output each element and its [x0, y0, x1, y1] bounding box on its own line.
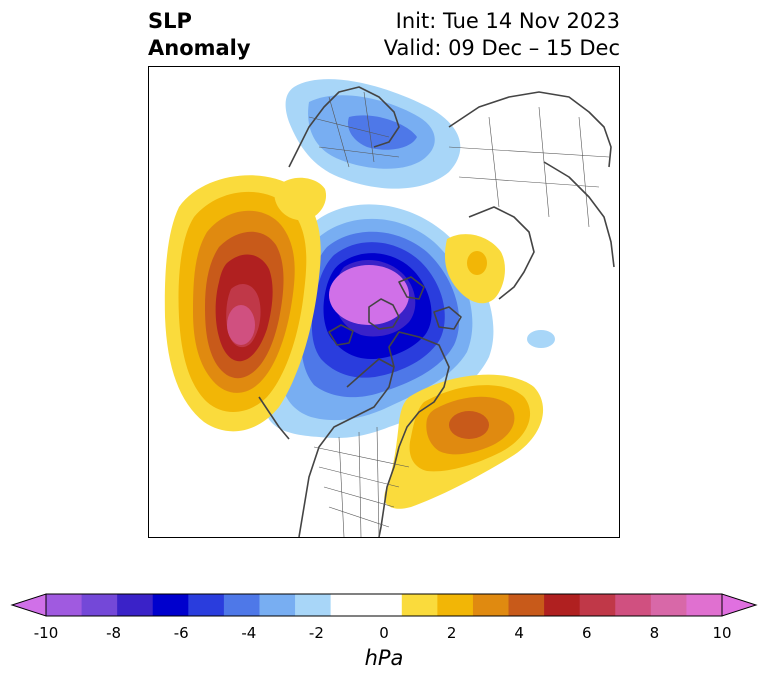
- colorbar-tick-label: -6: [173, 624, 189, 642]
- polar-negative-anomaly: [264, 204, 494, 438]
- eurasia-negative-anomaly: [285, 79, 461, 189]
- title-line-2: Anomaly: [148, 36, 251, 60]
- colorbar-cell: [650, 594, 687, 616]
- colorbar-unit-label: hPa: [364, 646, 404, 670]
- siberia-coast: [448, 91, 612, 168]
- colorbar-tick-label: -8: [106, 624, 122, 642]
- siberia-positive-anomaly: [444, 234, 505, 304]
- forecast-dates: Init: Tue 14 Nov 2023 Valid: 09 Dec – 15…: [384, 8, 620, 62]
- us-state-lines: [313, 426, 410, 537]
- colorbar-cell: [46, 594, 83, 616]
- colorbar-cell: [508, 594, 545, 616]
- colorbar-tick-label: 8: [649, 624, 660, 642]
- asia-pacific-coast: [468, 206, 535, 300]
- arctic-island-3: [433, 306, 462, 330]
- colorbar-cell: [117, 594, 154, 616]
- slp-anomaly-map: [148, 66, 620, 538]
- colorbar-extend-over: [721, 593, 758, 617]
- colorbar-tick-label: 10: [712, 624, 732, 642]
- title-line-1: SLP: [148, 9, 192, 33]
- colorbar-cell: [366, 594, 403, 616]
- europe-borders: [308, 91, 400, 168]
- init-date: Init: Tue 14 Nov 2023: [395, 9, 620, 33]
- colorbar-cell: [472, 594, 510, 616]
- colorbar-tick-label: 6: [582, 624, 592, 642]
- greenland-outline: [368, 298, 400, 330]
- colorbar-frame: [45, 593, 723, 617]
- country-borders: [308, 91, 610, 537]
- negative-blob-pacific: [527, 330, 555, 348]
- colorbar-cell: [188, 594, 225, 616]
- europe-coast: [288, 86, 400, 168]
- arctic-island-1: [398, 276, 425, 300]
- colorbar-extend-under: [10, 593, 47, 617]
- colorbar-cell: [295, 594, 332, 616]
- alaska-coast: [258, 396, 290, 440]
- east-asia-coast: [543, 161, 615, 268]
- colorbar-cell: [544, 594, 581, 616]
- map-canvas: [149, 79, 615, 537]
- map-title: SLP Anomaly: [148, 8, 251, 62]
- colorbar: [10, 593, 758, 617]
- scandinavia-positive-anomaly: [274, 177, 327, 221]
- arctic-island-2: [328, 324, 354, 346]
- colorbar-cell: [81, 594, 118, 616]
- colorbar-cell: [401, 594, 438, 616]
- colorbar-cell: [579, 594, 616, 616]
- colorbar-cell: [686, 594, 723, 616]
- valid-range: Valid: 09 Dec – 15 Dec: [383, 36, 620, 60]
- colorbar-cell: [152, 594, 189, 616]
- map-edge-mask: [149, 292, 153, 322]
- colorbar-cell: [330, 594, 367, 616]
- pacific-positive-anomaly: [164, 175, 321, 432]
- colorbar-tick-label: 0: [379, 624, 389, 642]
- colorbar-tick-label: -4: [241, 624, 257, 642]
- colorbar-tick-label: 4: [514, 624, 524, 642]
- colorbar-cell: [437, 594, 474, 616]
- colorbar-tick-label: -10: [33, 624, 59, 642]
- coastlines: [258, 86, 615, 537]
- hudson-bay-coast: [346, 358, 395, 388]
- colorbar-cell: [259, 594, 296, 616]
- colorbar-cell: [223, 594, 260, 616]
- colorbar-tick-label: 2: [446, 624, 457, 642]
- colorbar-cell: [615, 594, 652, 616]
- asia-borders: [448, 106, 610, 228]
- colorbar-tick-label: -2: [308, 624, 324, 642]
- north-america-coast: [298, 331, 450, 537]
